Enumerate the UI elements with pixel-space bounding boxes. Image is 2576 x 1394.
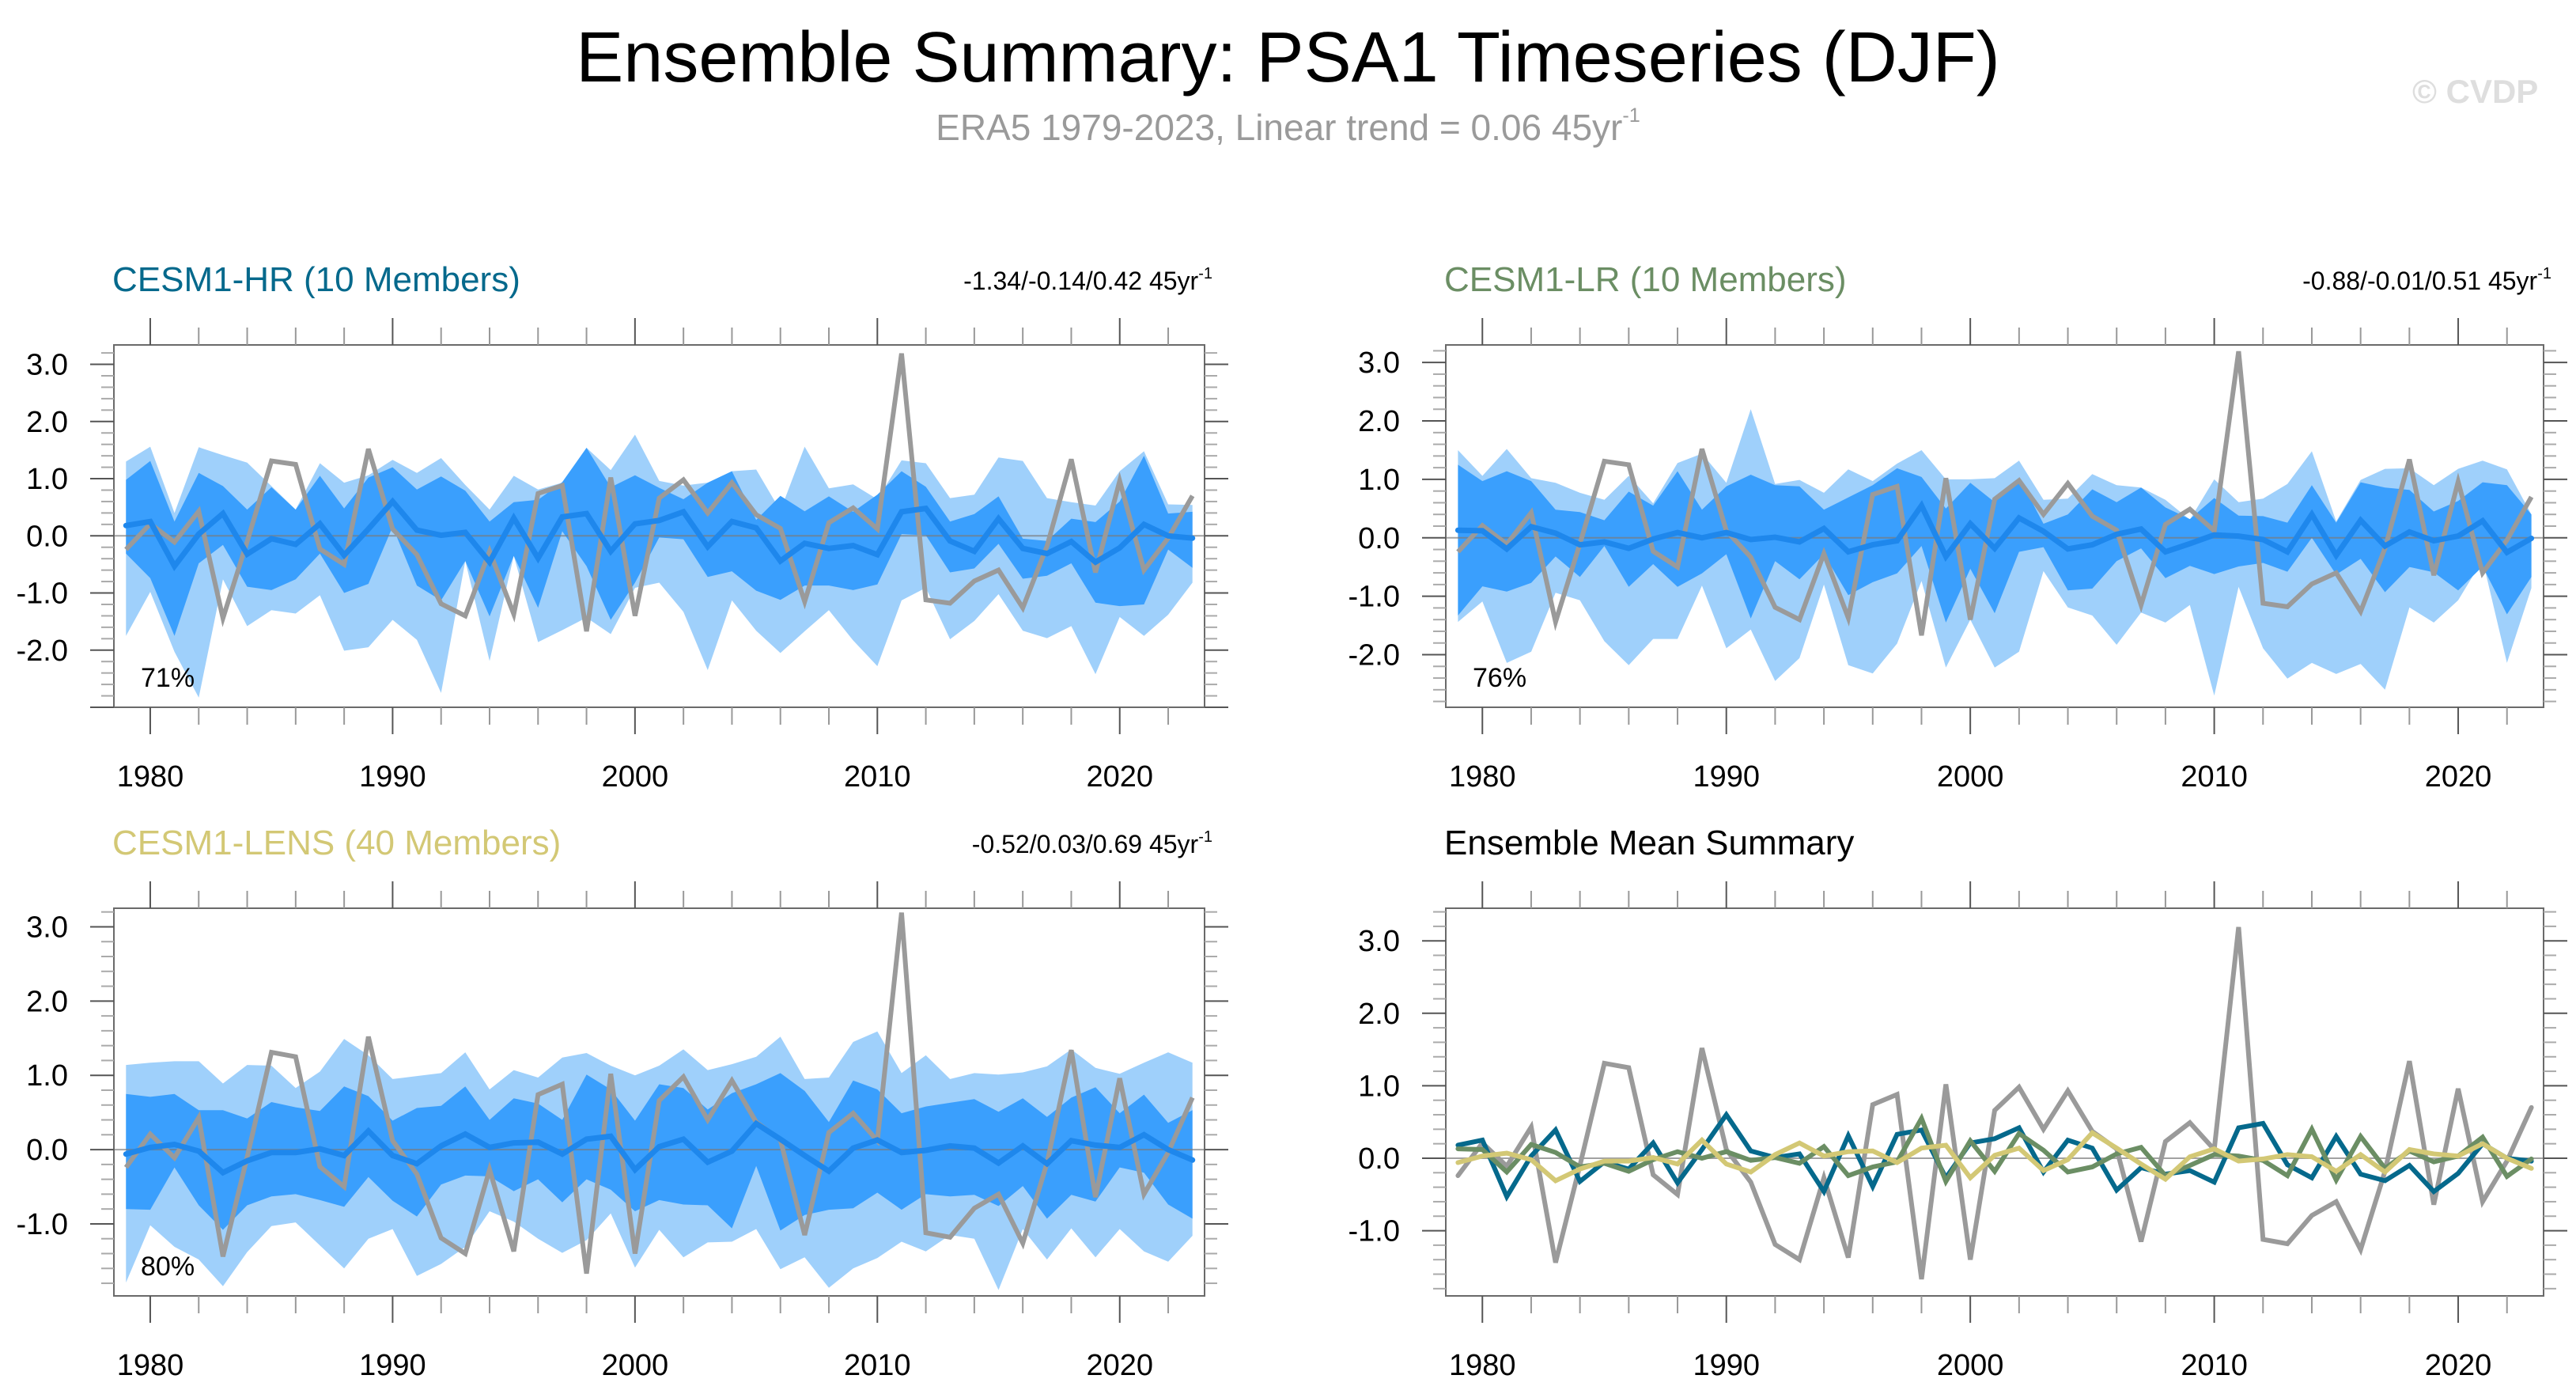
panel-lr: CESM1-LR (10 Members) -0.88/-0.01/0.51 45… <box>1349 260 2567 794</box>
y-tick-label: 0.0 <box>1358 1142 1400 1176</box>
y-tick-label: 2.0 <box>26 406 68 439</box>
x-tick-label: 2000 <box>1937 1349 2004 1382</box>
y-tick-label: -1.0 <box>17 1208 68 1241</box>
ensemble-mean-line-lr <box>1454 500 2535 563</box>
x-tick-label: 2020 <box>1086 1349 1153 1382</box>
plot-frame-lens <box>113 907 1205 1297</box>
x-tick-label: 2000 <box>602 1349 669 1382</box>
plot-area-lens <box>114 912 1205 1290</box>
y-tick-label: 1.0 <box>26 463 68 496</box>
panel-title-lens: CESM1-LENS (40 Members) <box>112 824 561 862</box>
x-tick-label: 2020 <box>2425 1349 2492 1382</box>
x-tick-label: 1980 <box>117 760 184 794</box>
subtitle: ERA5 1979-2023, Linear trend = 0.06 45yr… <box>0 104 2576 149</box>
x-tick-label: 2020 <box>2425 760 2492 794</box>
panel-summary: Ensemble Mean Summary 1980 1990 2000 2010 202… <box>1349 824 2567 1382</box>
band-inner-hr <box>126 448 1193 636</box>
y-tick-label: 2.0 <box>1358 998 1400 1031</box>
x-tick-label: 2000 <box>1937 760 2004 794</box>
x-tick-label: 1980 <box>1449 1349 1516 1382</box>
plot-area-lr <box>1446 350 2544 696</box>
x-tick-label: 1990 <box>359 1349 426 1382</box>
panel-hr: CESM1-HR (10 Members) -1.34/-0.14/0.42 45… <box>17 260 1228 794</box>
main-title: Ensemble Summary: PSA1 Timeseries (DJF) <box>576 18 2000 97</box>
y-tick-label: -1.0 <box>17 578 68 611</box>
y-tick-label: -1.0 <box>1349 1215 1400 1248</box>
y-tick-label: 1.0 <box>1358 464 1400 497</box>
percent-label-hr: 71% <box>141 663 195 693</box>
x-tick-label: 2010 <box>2181 1349 2248 1382</box>
x-tick-label: 1990 <box>1693 1349 1760 1382</box>
plot-frame-summary <box>1445 907 2544 1297</box>
x-tick-label: 1990 <box>1693 760 1760 794</box>
y-tick-label: -1.0 <box>1349 581 1400 614</box>
trend-label-lr: -0.88/-0.01/0.51 45yr-1 <box>2302 265 2551 295</box>
plot-area-hr <box>114 353 1205 698</box>
x-tick-label: 2010 <box>844 760 911 794</box>
band-inner-lens <box>126 1073 1193 1231</box>
x-tick-label: 1980 <box>1449 760 1516 794</box>
plot-frame-hr <box>113 344 1205 708</box>
y-tick-label: -2.0 <box>1349 639 1400 672</box>
y-tick-label: 3.0 <box>1358 347 1400 380</box>
percent-label-lr: 76% <box>1473 663 1526 693</box>
y-tick-label: 1.0 <box>26 1059 68 1093</box>
series-line-lr <box>1455 1112 2534 1188</box>
y-tick-label: 0.0 <box>26 1134 68 1167</box>
cvdp-watermark: © CVDP <box>2412 73 2539 110</box>
x-tick-label: 2010 <box>2181 760 2248 794</box>
y-tick-label: 3.0 <box>26 349 68 382</box>
y-tick-label: 3.0 <box>26 911 68 944</box>
panel-title-hr: CESM1-HR (10 Members) <box>112 260 520 299</box>
x-tick-label: 2010 <box>844 1349 911 1382</box>
panel-lens: CESM1-LENS (40 Members) -0.52/0.03/0.69 4… <box>17 824 1228 1382</box>
panel-title-summary: Ensemble Mean Summary <box>1444 824 1854 862</box>
y-tick-label: 2.0 <box>26 985 68 1018</box>
x-tick-label: 1990 <box>359 760 426 794</box>
band-inner-lr <box>1458 464 2532 623</box>
subtitle-text: ERA5 1979-2023, Linear trend = 0.06 45yr <box>936 106 1623 148</box>
y-tick-label: 0.0 <box>1358 522 1400 555</box>
y-tick-label: -2.0 <box>17 634 68 668</box>
ensemble-mean-line-hr <box>123 497 1196 572</box>
panel-title-lr: CESM1-LR (10 Members) <box>1444 260 1847 299</box>
era5-line-lr <box>1456 350 2534 636</box>
era5-line-lens <box>123 912 1195 1275</box>
percent-label-lens: 80% <box>141 1252 195 1282</box>
trend-label-lens: -0.52/0.03/0.69 45yr-1 <box>972 828 1212 858</box>
subtitle-superscript: -1 <box>1622 104 1640 127</box>
era5-line-hr <box>124 353 1195 632</box>
x-tick-label: 1980 <box>117 1349 184 1382</box>
series-line-era5 <box>1455 926 2534 1280</box>
trend-label-hr: -1.34/-0.14/0.42 45yr-1 <box>963 265 1212 295</box>
ensemble-mean-line-lens <box>123 1119 1196 1176</box>
x-tick-label: 2000 <box>602 760 669 794</box>
y-tick-label: 3.0 <box>1358 925 1400 958</box>
plot-area-summary <box>1446 926 2544 1280</box>
y-tick-label: 1.0 <box>1358 1070 1400 1103</box>
series-line-lens <box>1455 1130 2534 1184</box>
x-tick-label: 2020 <box>1086 760 1153 794</box>
y-tick-label: 2.0 <box>1358 405 1400 438</box>
y-tick-label: 0.0 <box>26 520 68 553</box>
